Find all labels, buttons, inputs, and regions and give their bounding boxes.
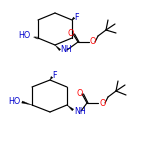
- Text: O: O: [90, 38, 96, 47]
- Polygon shape: [55, 45, 61, 51]
- Text: HO: HO: [18, 31, 30, 40]
- Text: O: O: [99, 98, 105, 107]
- Text: NH: NH: [60, 45, 72, 55]
- Text: F: F: [74, 12, 78, 21]
- Polygon shape: [50, 76, 53, 80]
- Text: HO: HO: [8, 97, 20, 105]
- Text: F: F: [52, 71, 57, 79]
- Polygon shape: [67, 105, 74, 111]
- Text: O: O: [68, 29, 74, 38]
- Polygon shape: [22, 101, 32, 105]
- Text: NH: NH: [74, 107, 86, 116]
- Text: O: O: [77, 88, 83, 97]
